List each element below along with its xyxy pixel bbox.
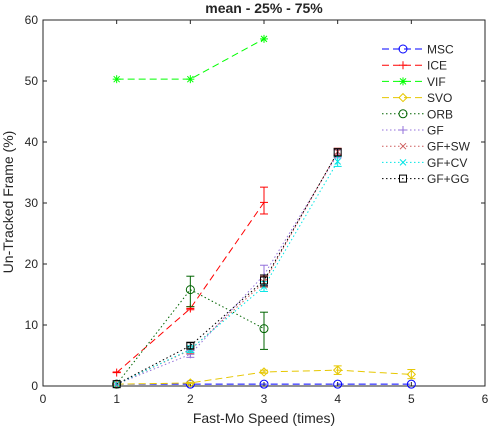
data-point [259, 324, 269, 334]
y-tick-label: 50 [25, 74, 39, 88]
legend-label: GF+SW [427, 140, 471, 154]
data-point [112, 75, 121, 84]
data-point [406, 379, 416, 389]
chart-title: mean - 25% - 75% [205, 0, 323, 16]
legend-item-msc: MSC [382, 43, 454, 57]
data-point [333, 379, 343, 389]
y-axis-label: Un-Tracked Frame (%) [0, 131, 16, 274]
legend-item-svo: SVO [382, 91, 452, 105]
series-gf-gg [112, 148, 342, 389]
error-bar [260, 311, 268, 350]
y-tick-label: 0 [31, 379, 38, 393]
error-bar [186, 381, 195, 385]
data-point [260, 283, 268, 290]
legend-label: GF+CV [427, 156, 467, 170]
series-line-gf-gg [116, 152, 339, 385]
x-axis-label: Fast-Mo Speed (times) [193, 410, 335, 426]
data-point [112, 380, 121, 389]
error-bar [186, 275, 195, 308]
legend-marker [398, 92, 408, 103]
data-point [332, 365, 343, 375]
legend: MSC ICE VIF SVO ORB GF GF+SW GF+CV GF+GG [382, 43, 471, 186]
legend-label: ORB [427, 107, 453, 121]
legend-item-ice: ICE [382, 59, 447, 73]
series-vif [112, 34, 268, 84]
y-tick-label: 30 [25, 196, 39, 210]
x-tick-label: 5 [408, 392, 415, 406]
legend-item-vif: VIF [382, 75, 446, 89]
legend-marker [399, 174, 407, 183]
x-tick-label: 4 [334, 392, 341, 406]
legend-marker [399, 126, 407, 134]
legend-item-gf: GF [382, 124, 444, 138]
data-point [259, 379, 269, 389]
x-tick-label: 0 [40, 392, 47, 406]
legend-item-gf-sw: GF+SW [382, 140, 471, 154]
legend-label: MSC [427, 43, 454, 57]
y-tick-label: 40 [25, 135, 39, 149]
legend-marker [398, 109, 408, 119]
data-point [260, 276, 268, 285]
data-point [259, 367, 269, 377]
data-point [333, 148, 342, 157]
data-point [186, 341, 195, 350]
data-point [334, 158, 342, 165]
data-point [112, 368, 121, 377]
series-line-gf-cv [116, 161, 339, 385]
legend-item-gf-gg: GF+GG [382, 172, 469, 186]
data-point [185, 285, 195, 295]
series-line-vif [116, 38, 265, 80]
legend-label: GF+GG [427, 172, 469, 186]
legend-label: SVO [427, 91, 452, 105]
legend-marker [399, 61, 407, 70]
data-point [260, 34, 268, 43]
legend-marker [399, 142, 407, 150]
x-tick-label: 1 [113, 392, 120, 406]
y-tick-label: 60 [25, 13, 39, 27]
data-point [260, 198, 268, 207]
legend-label: GF [427, 124, 444, 138]
series-svo [111, 365, 417, 389]
legend-label: VIF [427, 75, 446, 89]
legend-marker [399, 159, 407, 166]
legend-marker [399, 77, 407, 86]
data-point [185, 378, 196, 388]
x-tick-label: 2 [187, 392, 194, 406]
data-point [406, 369, 417, 380]
data-point [185, 379, 195, 389]
x-tick-label: 6 [482, 392, 489, 406]
y-tick-label: 10 [25, 318, 39, 332]
x-tick-label: 3 [261, 392, 268, 406]
legend-label: ICE [427, 59, 447, 73]
legend-marker [398, 44, 408, 54]
legend-item-orb: ORB [382, 107, 453, 121]
y-tick-label: 20 [25, 257, 39, 271]
data-point [186, 75, 195, 84]
legend-item-gf-cv: GF+CV [382, 156, 467, 170]
